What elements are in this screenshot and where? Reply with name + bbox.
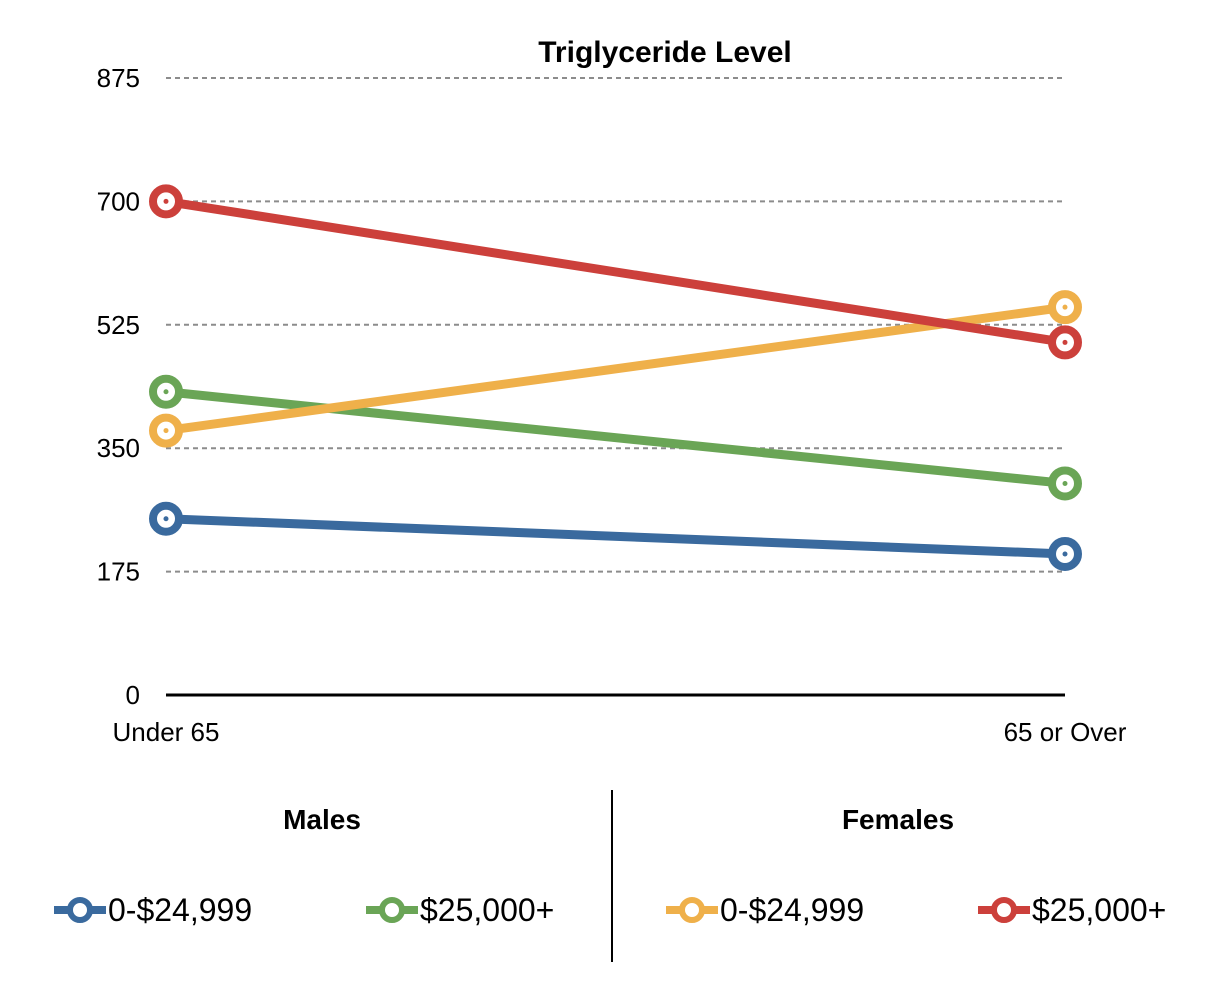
triglyceride-chart: Triglyceride Level 0 175 350 525 700 875 Under… [97, 36, 1127, 747]
series-line [161, 196, 1070, 347]
legend-marker-icon [54, 897, 106, 923]
legend: Males Females 0-$24,999 $25,000+ 0-$24,9… [0, 790, 1212, 970]
y-tick-label: 350 [97, 433, 140, 463]
legend-item-females-high-income: $25,000+ [978, 890, 1166, 930]
series-lines [149, 184, 1082, 571]
y-tick-label: 700 [97, 186, 140, 216]
series-line [161, 387, 1070, 488]
series-1 [161, 387, 1070, 488]
y-tick-label: 875 [97, 63, 140, 93]
legend-label: 0-$24,999 [720, 891, 865, 928]
legend-marker-icon [978, 897, 1030, 923]
y-tick-label: 175 [97, 557, 140, 587]
data-point-center [163, 428, 169, 434]
axes: 0 175 350 525 700 875 Under 65 65 or Over [97, 63, 1127, 747]
data-point-center [1062, 480, 1068, 486]
y-tick-label: 0 [126, 680, 140, 710]
series-2 [161, 302, 1070, 436]
legend-label: $25,000+ [420, 891, 555, 928]
data-point-center [163, 389, 169, 395]
data-point-center [1062, 339, 1068, 345]
legend-marker-icon [366, 897, 418, 923]
legend-item-females-low-income: 0-$24,999 [666, 890, 864, 930]
series-0 [161, 514, 1070, 559]
x-tick-label: Under 65 [113, 717, 220, 747]
series-3 [161, 196, 1070, 347]
chart-title: Triglyceride Level [538, 36, 791, 69]
legend-marker-icon [666, 897, 718, 923]
data-point-center [163, 198, 169, 204]
data-point-center [163, 516, 169, 522]
legend-item-males-low-income: 0-$24,999 [54, 890, 252, 930]
data-point-center [1062, 304, 1068, 310]
legend-divider [611, 790, 613, 962]
series-line [161, 514, 1070, 559]
legend-label: $25,000+ [1032, 891, 1167, 928]
legend-group-males: Males [283, 804, 361, 835]
legend-item-males-high-income: $25,000+ [366, 890, 554, 930]
legend-group-females: Females [841, 804, 955, 835]
series-line [161, 302, 1070, 436]
legend-label: 0-$24,999 [108, 891, 253, 928]
x-tick-label: 65 or Over [1004, 717, 1127, 747]
data-point-center [1062, 551, 1068, 557]
y-tick-label: 525 [97, 310, 140, 340]
